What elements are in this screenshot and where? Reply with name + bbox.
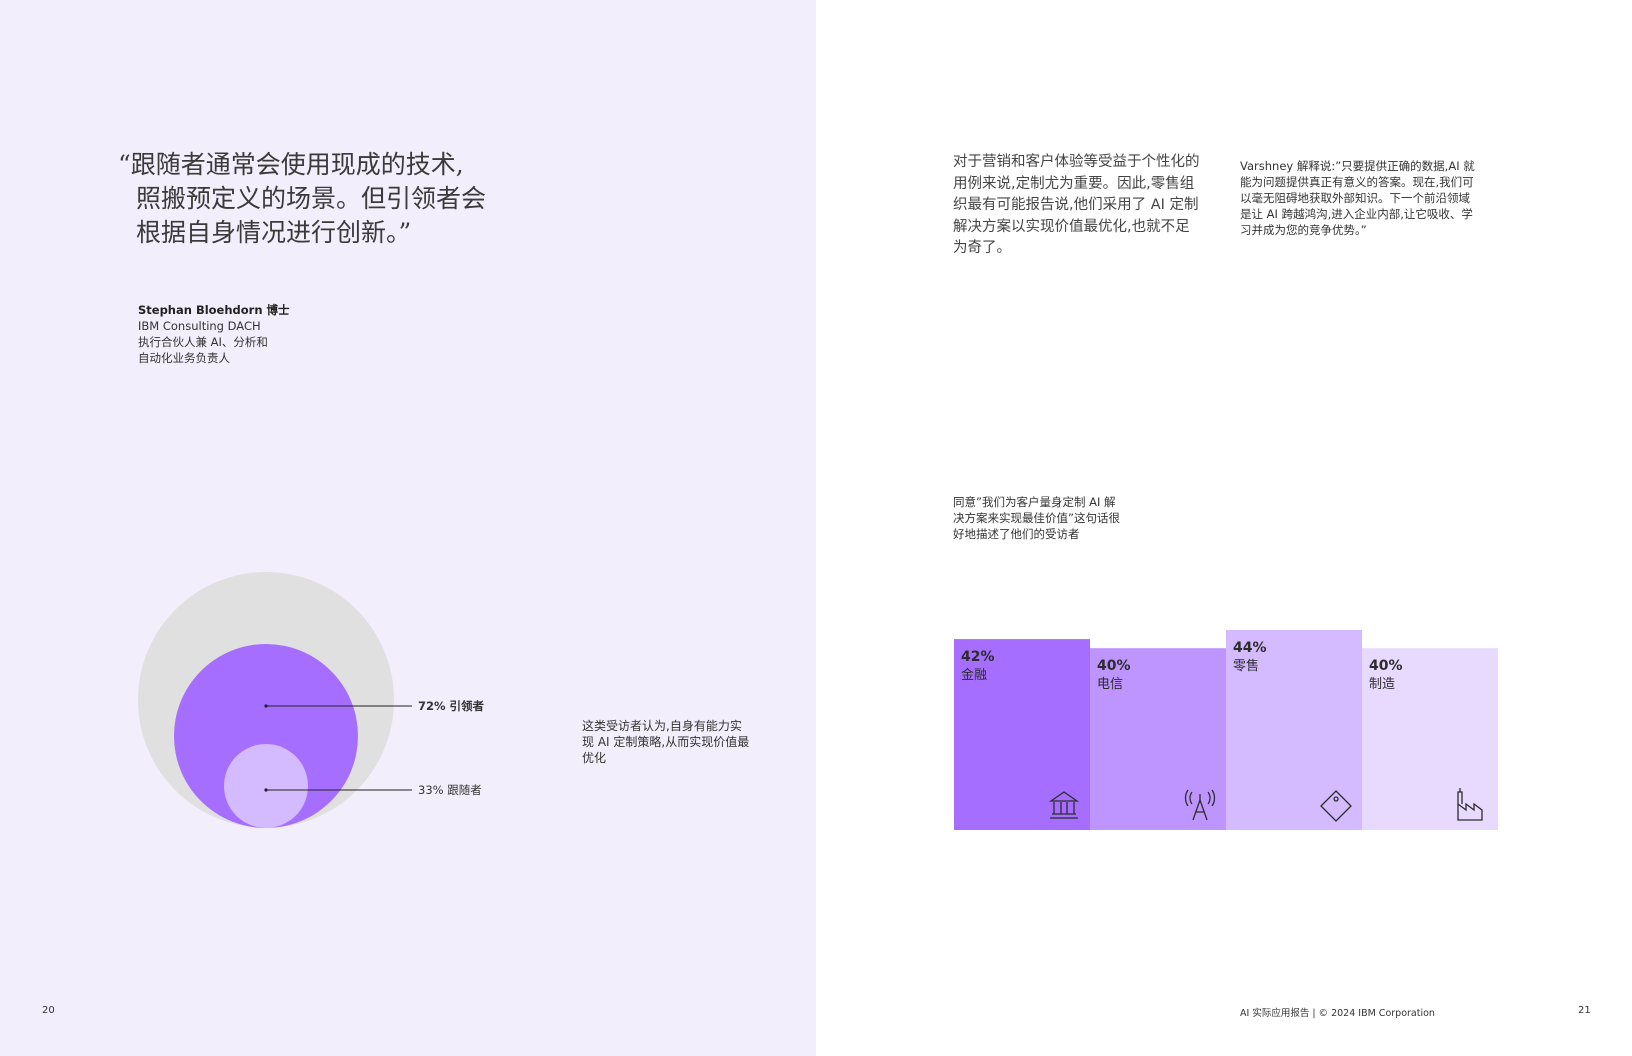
attribution-role: 自动化业务负责人 <box>138 351 230 365</box>
bar-value-label: 42% <box>961 649 995 665</box>
bank-icon <box>1048 791 1080 819</box>
bubble-leaders <box>174 644 358 828</box>
bubble-chart: 72% 引领者 33% 跟随者 <box>138 572 485 828</box>
page-number: 21 <box>1578 1005 1591 1016</box>
quote-line: 照搬预定义的场景。但引领者会 <box>136 184 487 213</box>
followers-label: 33% 跟随者 <box>418 783 482 797</box>
bar-2 <box>1090 648 1226 830</box>
bubble-followers <box>224 744 308 828</box>
bar-3 <box>1226 630 1362 830</box>
bar-category-label: 金融 <box>961 667 987 683</box>
bar-value-label: 40% <box>1097 658 1131 674</box>
bar-value-label: 40% <box>1369 658 1403 674</box>
footer-copyright: AI 实际应用报告 | © 2024 IBM Corporation <box>1240 1008 1435 1019</box>
page-number: 20 <box>42 1005 55 1016</box>
right-page: 对于营销和客户体验等受益于个性化的用例来说,定制尤为重要。因此,零售组织最有可能… <box>816 0 1632 1056</box>
price-tag-icon <box>1320 790 1352 822</box>
varshney-quote: Varshney 解释说:”只要提供正确的数据,AI 就能为问题提供真正有意义的… <box>1240 159 1475 237</box>
leaders-label: 72% 引领者 <box>418 699 485 713</box>
bar-4 <box>1362 648 1498 830</box>
bar-category-label: 零售 <box>1233 658 1259 674</box>
attribution-org: IBM Consulting DACH <box>138 319 261 333</box>
bar-category-label: 电信 <box>1097 677 1123 692</box>
bar-value-label: 44% <box>1233 640 1267 656</box>
bubble-note: 这类受访者认为,自身有能力实现 AI 定制策略,从而实现价值最优化 <box>582 719 750 765</box>
left-page: “跟随者通常会使用现成的技术, 照搬预定义的场景。但引领者会 根据自身情况进行创… <box>0 0 816 1056</box>
quote-attribution: Stephan Bloehdorn 博士 IBM Consulting DACH… <box>138 302 290 366</box>
chart-caption: 同意”我们为客户量身定制 AI 解决方案来实现最佳价值”这句话很好地描述了他们的… <box>953 495 1120 541</box>
attribution-role: 执行合伙人兼 AI、分析和 <box>138 335 268 349</box>
tower-icon <box>1184 789 1216 821</box>
quote-line: 根据自身情况进行创新。” <box>136 218 412 247</box>
quote-line: “跟随者通常会使用现成的技术, <box>118 150 464 179</box>
bar-category-label: 制造 <box>1369 677 1395 692</box>
intro-paragraph: 对于营销和客户体验等受益于个性化的用例来说,定制尤为重要。因此,零售组织最有可能… <box>953 154 1200 256</box>
factory-icon <box>1457 788 1483 821</box>
leader-dot <box>264 704 268 708</box>
pull-quote: “跟随者通常会使用现成的技术, 照搬预定义的场景。但引领者会 根据自身情况进行创… <box>118 148 518 250</box>
bar-1 <box>954 639 1090 830</box>
attribution-name: Stephan Bloehdorn 博士 <box>138 303 290 317</box>
follower-dot <box>264 788 268 792</box>
industry-bar-chart: 42% 金融 40% 电信 44% 零售 40% 制造 <box>954 630 1498 830</box>
